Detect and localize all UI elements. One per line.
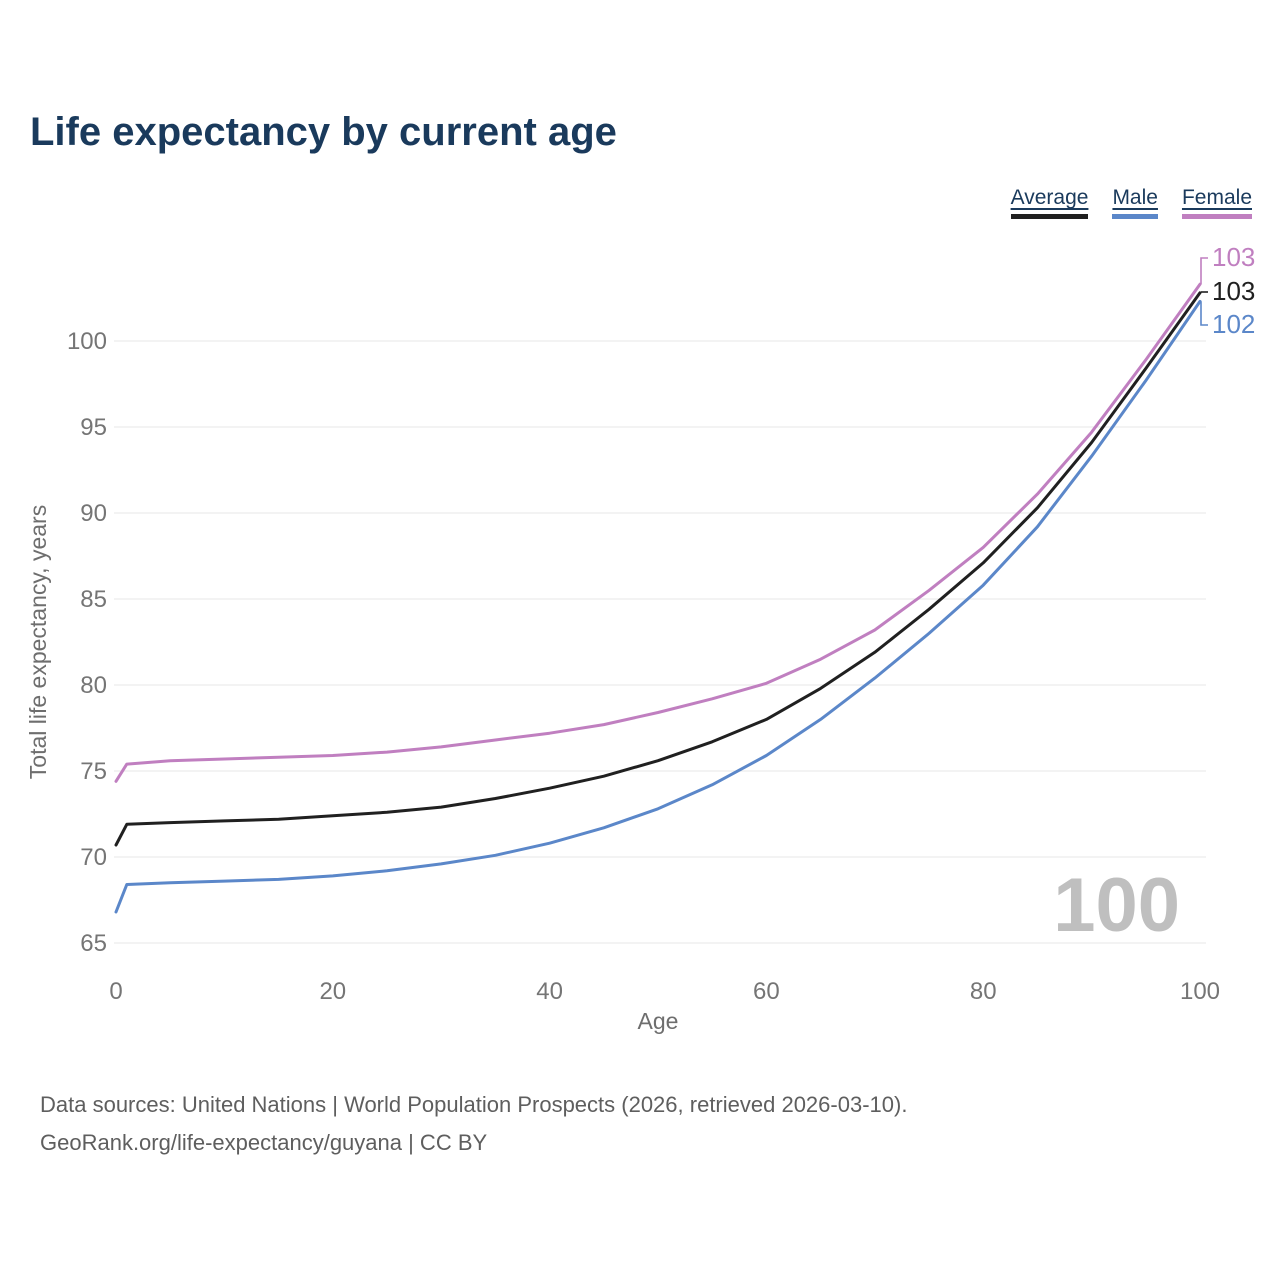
chart-footer: Data sources: United Nations | World Pop… [40, 1086, 1240, 1162]
x-tick-label-40: 40 [536, 978, 563, 1005]
end-value-label-average: 103 [1212, 276, 1255, 306]
legend-item-female[interactable]: Female [1181, 186, 1252, 219]
y-axis-title: Total life expectancy, years [25, 505, 51, 779]
y-tick-label-95: 95 [80, 414, 107, 441]
y-tick-label-70: 70 [80, 844, 107, 871]
x-tick-label-60: 60 [753, 978, 780, 1005]
y-tick-label-80: 80 [80, 672, 107, 699]
y-tick-label-90: 90 [80, 500, 107, 527]
y-tick-label-85: 85 [80, 586, 107, 613]
x-axis-title: Age [638, 1008, 679, 1034]
end-value-label-female: 103 [1212, 242, 1255, 272]
series-line-female[interactable] [114, 282, 1202, 783]
series-line-average[interactable] [114, 291, 1202, 847]
series-line-male[interactable] [114, 299, 1202, 914]
x-tick-label-100: 100 [1180, 978, 1220, 1005]
legend-color-bar [1181, 214, 1252, 219]
x-tick-label-20: 20 [319, 978, 346, 1005]
legend-label: Male [1112, 186, 1158, 209]
legend-item-male[interactable]: Male [1112, 186, 1158, 219]
end-value-label-male: 102 [1212, 309, 1255, 339]
legend-color-bar [1112, 214, 1158, 219]
x-tick-label-0: 0 [109, 978, 122, 1005]
attribution-text: GeoRank.org/life-expectancy/guyana | CC … [40, 1130, 488, 1155]
y-tick-label-100: 100 [67, 328, 107, 355]
legend-label: Average [1010, 186, 1089, 209]
hover-age-watermark: 100 [1053, 863, 1180, 948]
end-label-leader-female [1200, 257, 1208, 285]
page-title: Life expectancy by current age [30, 110, 617, 154]
x-tick-label-80: 80 [970, 978, 997, 1005]
legend-color-bar [1010, 214, 1089, 219]
legend-item-average[interactable]: Average [1010, 186, 1089, 219]
legend-label: Female [1181, 186, 1252, 209]
data-sources-text: Data sources: United Nations | World Pop… [40, 1092, 908, 1117]
y-tick-label-65: 65 [80, 930, 107, 957]
end-label-leader-male [1200, 301, 1208, 326]
chart-legend: Average Male Female [1010, 186, 1252, 219]
y-tick-label-75: 75 [80, 758, 107, 785]
